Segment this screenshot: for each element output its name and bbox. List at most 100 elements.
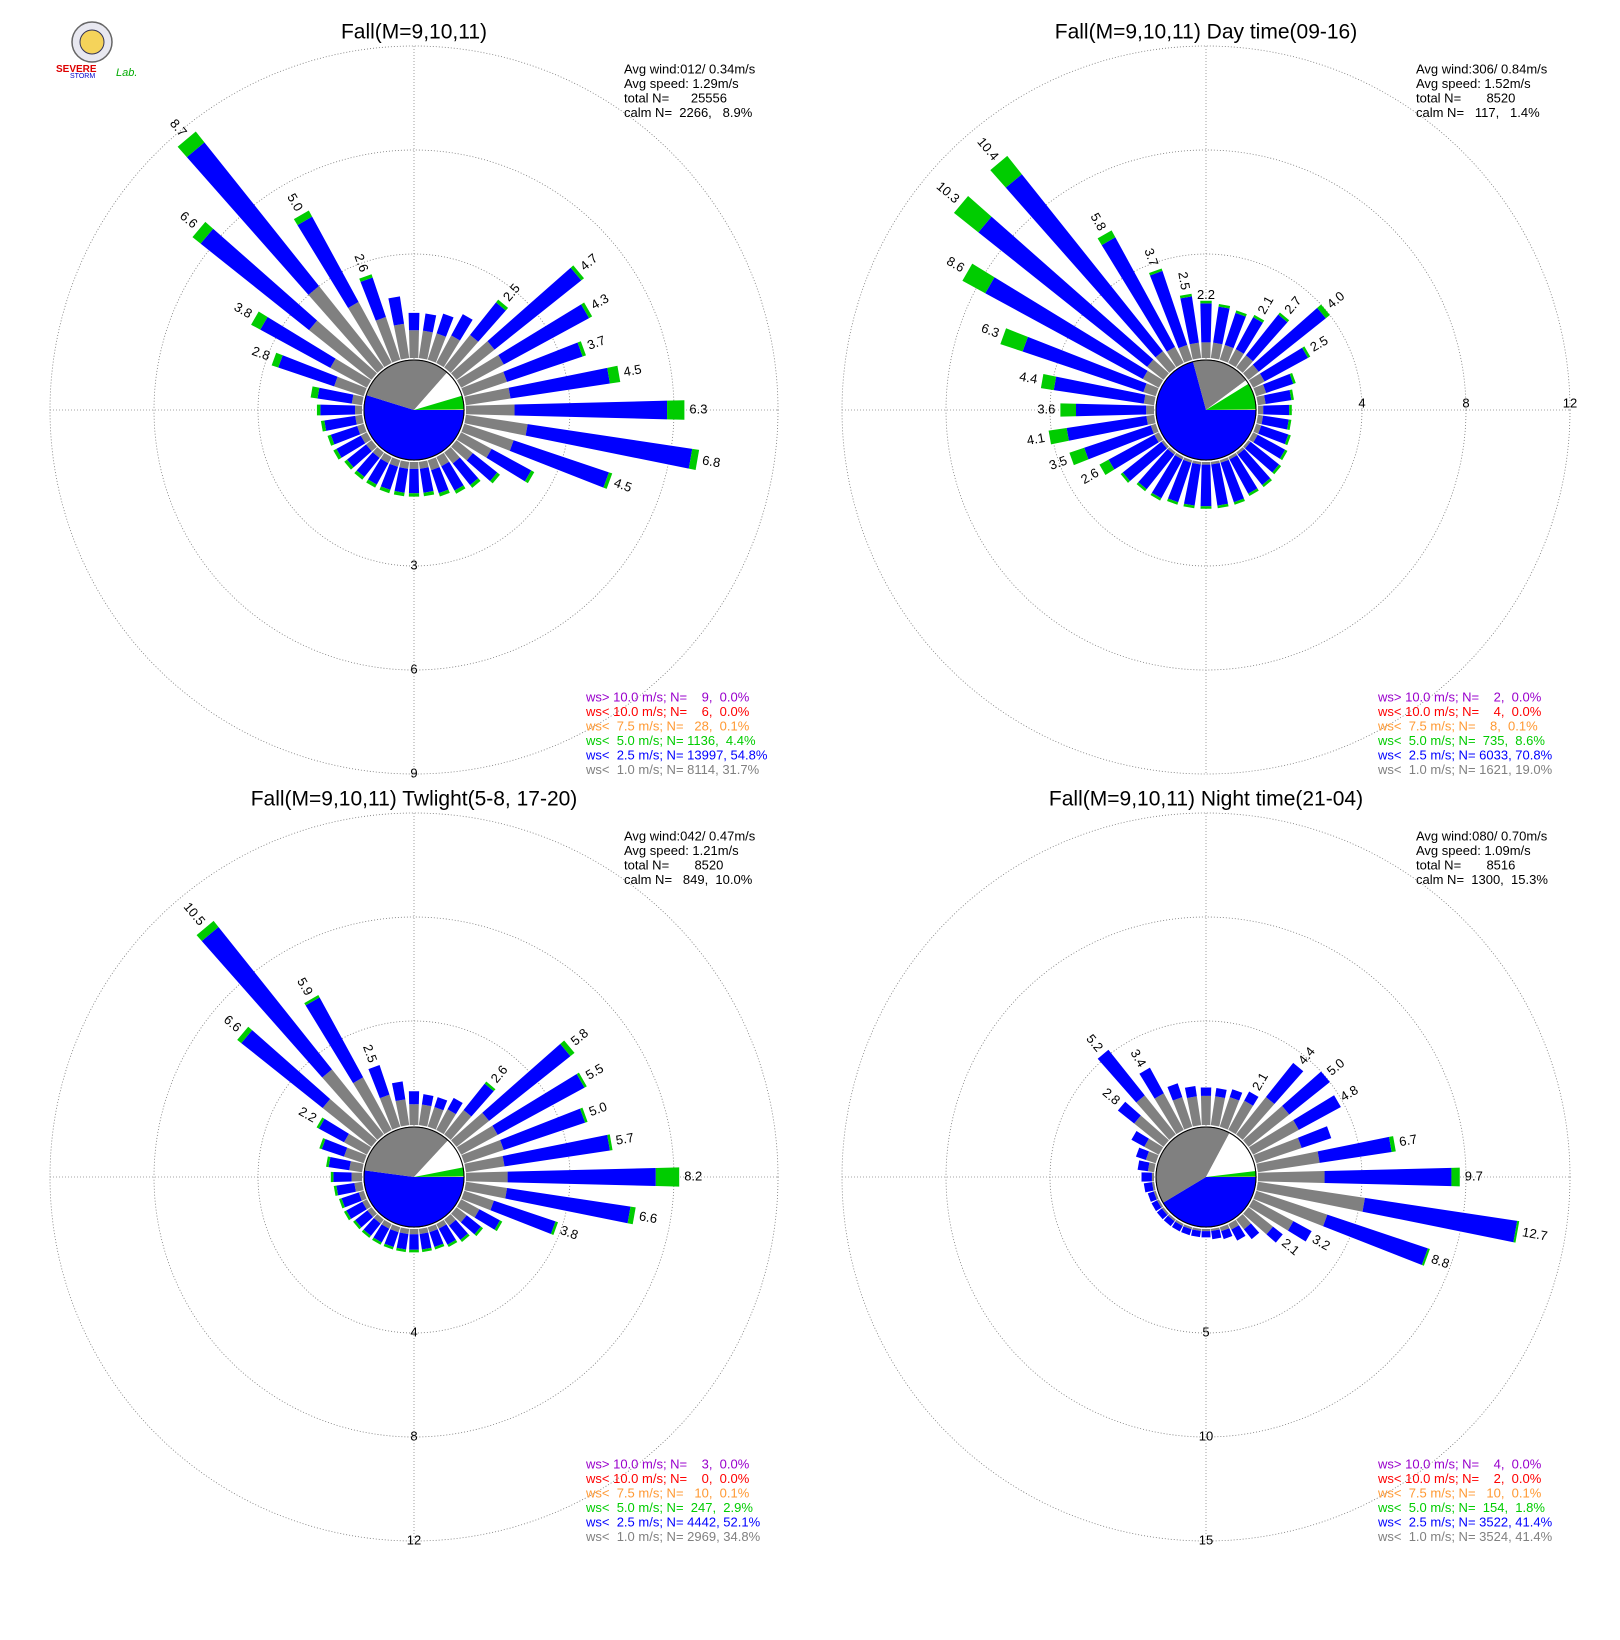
stat-line: Avg wind:306/ 0.84m/s [1416,61,1548,76]
bar-segment [1122,441,1167,482]
bar-segment [409,1249,419,1253]
bar-segment [379,486,391,494]
bar-segment [1211,1229,1222,1240]
bar-segment [1317,304,1330,319]
bar-segment [474,1226,484,1237]
ring-label: 4 [1358,395,1365,410]
bar-segment [603,472,613,489]
bar-segment [451,440,473,461]
bar-segment [1167,1083,1183,1101]
bar-segment [1220,459,1244,503]
legend-entry: ws< 1.0 m/s; N= 2969, 34.8% [585,1529,761,1544]
bar-segment [1264,390,1292,405]
bar-segment [427,457,440,471]
bar-segment [421,1247,432,1253]
bar-segment [1153,1190,1159,1200]
bar-segment [330,358,372,388]
bar-segment [1253,423,1262,434]
bar-segment [372,1237,382,1245]
bar-label: 2.5 [1307,333,1330,355]
bar-segment [339,1198,345,1209]
bar-label: 2.8 [250,343,272,363]
bar-segment [1253,1190,1328,1227]
stat-line: Avg wind:012/ 0.34m/s [624,61,756,76]
legend-entry: ws< 10.0 m/s; N= 6, 0.0% [585,704,750,719]
pie-slice [1163,1177,1256,1227]
bar-segment [1263,373,1294,393]
bar-segment [327,434,335,446]
bar-segment [577,341,586,357]
bar-segment [1186,1096,1202,1127]
bar-segment [333,1171,352,1183]
bar-label: 12.7 [1521,1224,1549,1243]
bar-segment [1136,482,1147,492]
bar-segment [1143,394,1156,406]
logo-emblem-core [79,29,105,55]
bar-segment [200,228,318,331]
bar-segment [1183,1224,1193,1230]
bar-segment [1229,1089,1243,1101]
bar-segment [1210,1227,1220,1232]
ring [49,45,779,775]
stat-line: Avg speed: 1.21m/s [624,843,739,858]
bar-segment [1076,403,1147,417]
bar-segment [1258,1171,1325,1183]
bar-segment [1167,498,1179,505]
bar-label: 5.8 [1087,210,1109,233]
bar-segment [393,491,405,497]
bar-segment [524,470,535,484]
bar-segment [1228,1219,1239,1230]
bar-segment [444,447,460,464]
bar-segment [427,1106,444,1130]
bar-segment [1108,434,1159,470]
stat-line: calm N= 117, 1.4% [1416,105,1540,120]
bar-segment [1302,346,1311,358]
bar-segment [447,1239,458,1248]
bar-segment [418,1227,429,1235]
legend-entry: ws< 5.0 m/s; N= 154, 1.8% [1377,1500,1545,1515]
bar-label: 3.7 [1141,246,1161,268]
bar-segment [1156,1208,1168,1220]
bar-segment [271,352,283,368]
bar-segment [470,302,506,342]
bar-segment [1224,312,1246,349]
bar-segment [1248,432,1258,443]
bar-segment [319,1138,326,1150]
wind-rose-panel: 4 8 12 2.2 2.1 2.7 4.0 2.5 2.6 3.54.1 3.6 4.4 6.3 8.6… [841,21,1577,777]
bar-segment [305,997,364,1084]
pie-slice [414,372,462,410]
bar-segment [464,1156,505,1173]
bar-segment [1138,449,1175,490]
bar-segment [1150,423,1159,434]
bar-segment [1243,1105,1290,1147]
bar-segment [1154,432,1164,443]
ring-label: 12 [407,1532,421,1547]
legend-entry: ws< 5.0 m/s; N= 1136, 4.4% [585,733,756,748]
bar-segment [1084,425,1154,460]
bar-segment [381,1219,392,1229]
bar-segment [1201,1229,1211,1232]
bar-segment [427,1224,438,1233]
bar-label: 2.5 [500,281,523,304]
bar-segment [423,491,435,497]
bar-segment [1253,384,1267,397]
bar-segment [607,1134,613,1151]
panel-title: Fall(M=9,10,11) [341,21,487,44]
pie-slice [1206,383,1256,410]
bar-segment [1201,462,1211,465]
bar-segment [1215,1088,1227,1098]
bar-segment [436,335,460,368]
bar-label: 4.0 [1324,288,1347,311]
bar-segment [1228,452,1238,460]
bar-segment [496,299,509,311]
bar-segment [1156,1199,1164,1208]
bar-segment [482,1043,571,1121]
bar-segment [466,453,498,482]
bar-segment [1289,389,1294,401]
bar-segment [383,1243,394,1250]
bar-segment [581,302,593,319]
legend-entry: ws> 10.0 m/s; N= 3, 0.0% [585,1456,750,1471]
bar-segment [346,444,372,468]
bar-segment [461,423,514,451]
